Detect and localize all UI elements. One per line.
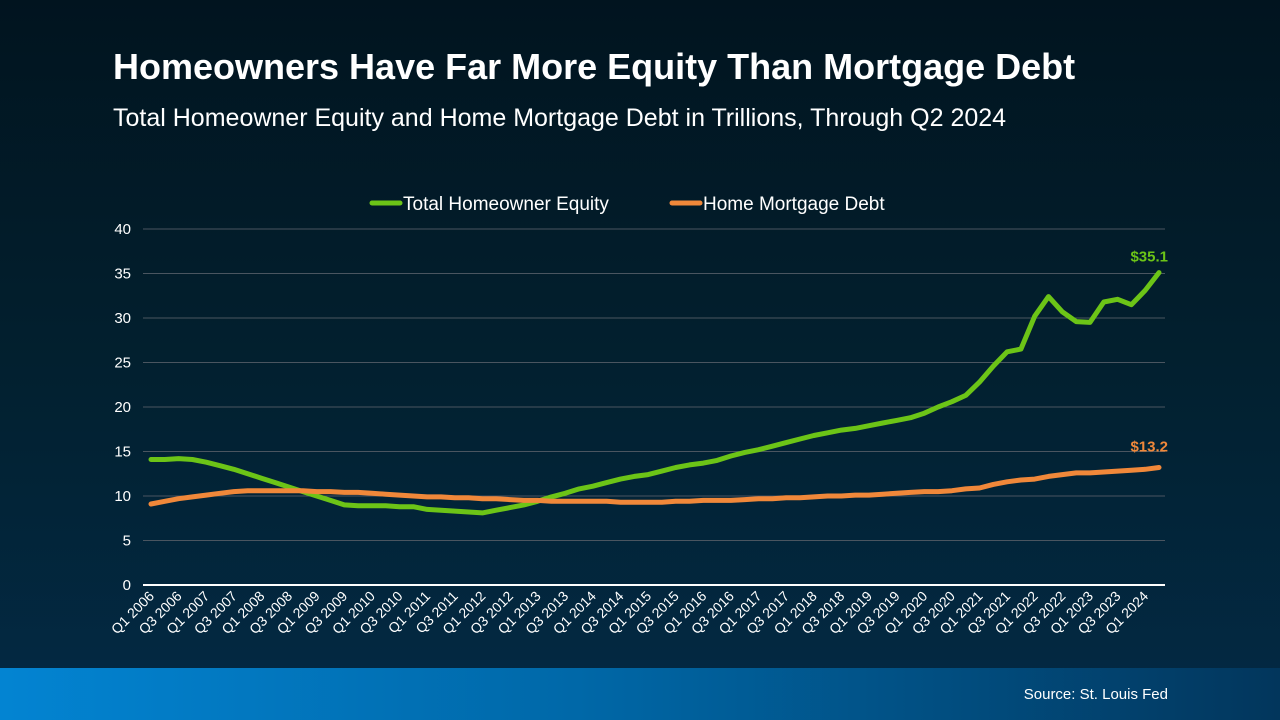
data-label: $35.1 xyxy=(1130,249,1168,266)
chart-subtitle: Total Homeowner Equity and Home Mortgage… xyxy=(113,104,1007,132)
data-label: $13.2 xyxy=(1130,439,1168,456)
source-note: Source: St. Louis Fed xyxy=(1023,686,1168,703)
footer-bar: Source: St. Louis Fed xyxy=(0,668,1280,720)
y-tick-label: 20 xyxy=(114,399,131,416)
y-tick-label: 0 xyxy=(123,577,131,594)
y-tick-label: 5 xyxy=(123,533,131,550)
legend-label: Home Mortgage Debt xyxy=(703,194,885,215)
y-tick-label: 10 xyxy=(114,488,131,505)
y-tick-label: 40 xyxy=(114,221,131,238)
legend: Total Homeowner Equity Home Mortgage Debt xyxy=(369,194,885,215)
series-lines: $35.1 $13.2 xyxy=(148,249,1168,516)
gridlines xyxy=(143,228,1165,586)
series-line-mortgage-debt xyxy=(148,465,1162,507)
y-tick-label: 30 xyxy=(114,310,131,327)
y-axis-ticks: 0 5 10 15 20 25 30 35 40 xyxy=(114,221,131,594)
legend-label: Total Homeowner Equity xyxy=(403,194,609,215)
series-line-equity xyxy=(148,270,1162,516)
y-tick-label: 25 xyxy=(114,355,131,372)
y-tick-label: 15 xyxy=(114,444,131,461)
y-tick-label: 35 xyxy=(114,266,131,283)
chart-title: Homeowners Have Far More Equity Than Mor… xyxy=(113,46,1076,87)
